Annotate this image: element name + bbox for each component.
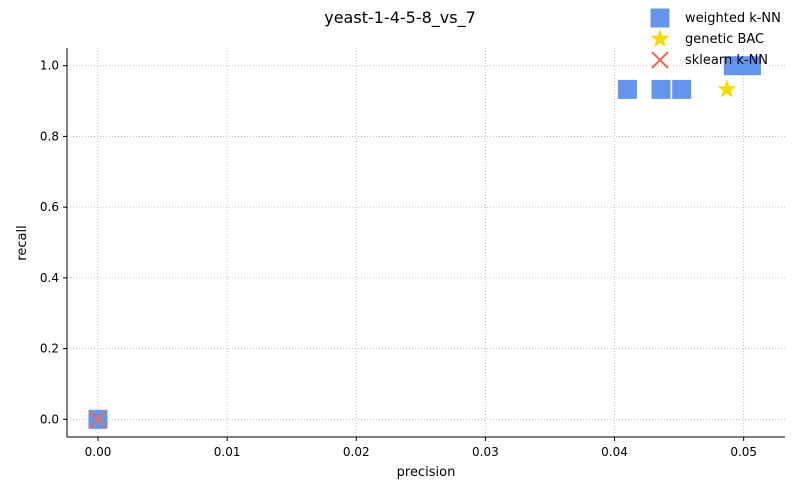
y-tick-label: 0.4 [40,271,59,285]
x-tick-label: 0.04 [601,445,628,459]
x-tick-label: 0.01 [214,445,241,459]
data-point-square [651,79,671,99]
legend-entry: sklearn k-NN [651,51,768,69]
legend-label: genetic BAC [685,32,764,47]
y-tick-label: 0.2 [40,342,59,356]
y-tick-label: 0.6 [40,200,59,214]
x-ticks: 0.00 0.01 0.02 0.03 0.04 0.05 [85,437,757,459]
x-tick-label: 0.05 [730,445,757,459]
x-tick-label: 0.00 [85,445,112,459]
legend-marker [650,29,670,48]
y-tick-label: 0.8 [40,129,59,143]
y-tick-label: 0.0 [40,412,59,426]
data-point-square [723,56,743,76]
legend-entry: weighted k-NN [650,8,781,28]
axes [66,48,785,438]
legend-marker [651,51,669,69]
data-points [88,56,761,429]
legend-label: sklearn k-NN [685,53,768,68]
x-axis-label: precision [397,465,456,480]
legend-marker [650,8,670,28]
data-point-star [717,79,737,98]
data-point-square [617,79,637,99]
legend-label: weighted k-NN [685,11,781,26]
data-point-square [741,56,761,76]
chart-title: yeast-1-4-5-8_vs_7 [324,8,476,28]
y-ticks: 0.0 0.2 0.4 0.6 0.8 1.0 [40,59,67,426]
y-tick-label: 1.0 [40,59,59,73]
grid [67,48,785,437]
y-axis-label: recall [15,225,30,260]
x-tick-label: 0.03 [472,445,499,459]
legend-entry: genetic BAC [650,29,764,48]
data-point-x [89,410,107,429]
legend: weighted k-NN genetic BAC sklearn k-NN [650,8,781,69]
x-tick-label: 0.02 [343,445,370,459]
data-point-square [672,79,692,99]
